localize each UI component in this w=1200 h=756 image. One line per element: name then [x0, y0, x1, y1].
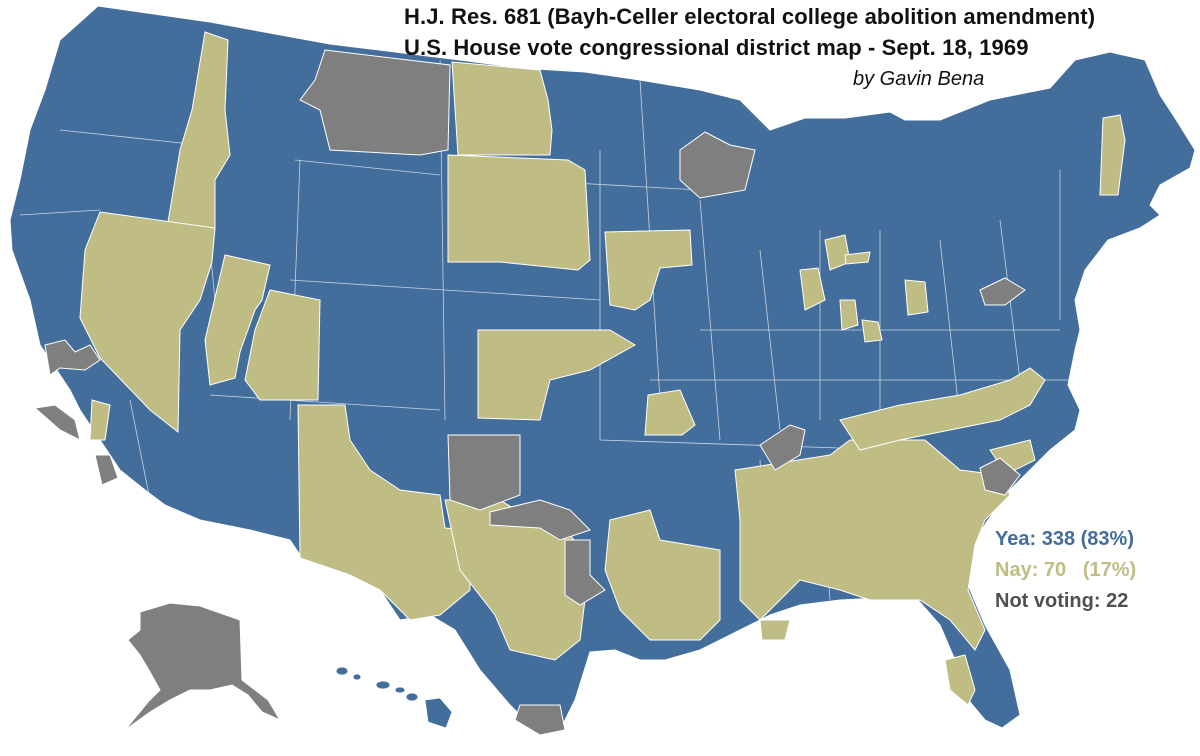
author-credit: by Gavin Bena — [853, 68, 985, 90]
map-title: H.J. Res. 681 (Bayh-Celler electoral col… — [404, 4, 1096, 29]
alaska — [124, 602, 282, 731]
legend-nay: Nay: 70 (17%) — [995, 559, 1137, 581]
hawaii — [335, 666, 453, 729]
nay-districts — [79, 31, 1126, 706]
legend-yea: Yea: 338 (83%) — [995, 528, 1134, 550]
legend-not-voting: Not voting: 22 — [995, 590, 1129, 612]
not-voting-districts — [33, 49, 1026, 736]
map-subtitle: U.S. House vote congressional district m… — [404, 35, 1029, 60]
